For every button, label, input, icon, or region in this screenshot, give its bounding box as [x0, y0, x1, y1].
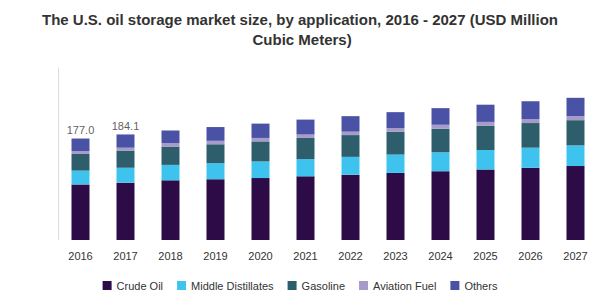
- svg-text:2022: 2022: [338, 250, 362, 262]
- svg-text:Aviation Fuel: Aviation Fuel: [373, 280, 436, 292]
- svg-text:2016: 2016: [68, 250, 92, 262]
- svg-text:Middle Distillates: Middle Distillates: [191, 280, 274, 292]
- svg-text:2020: 2020: [248, 250, 272, 262]
- svg-text:2019: 2019: [203, 250, 227, 262]
- svg-text:2027: 2027: [563, 250, 587, 262]
- svg-text:2023: 2023: [383, 250, 407, 262]
- svg-text:2021: 2021: [293, 250, 317, 262]
- svg-text:2024: 2024: [428, 250, 452, 262]
- svg-text:2026: 2026: [518, 250, 542, 262]
- svg-text:2017: 2017: [113, 250, 137, 262]
- svg-text:2018: 2018: [158, 250, 182, 262]
- svg-text:Crude Oil: Crude Oil: [117, 280, 163, 292]
- svg-text:177.0: 177.0: [67, 124, 95, 136]
- svg-text:Others: Others: [464, 280, 498, 292]
- svg-text:Cubic Meters): Cubic Meters): [248, 31, 351, 48]
- svg-text:The U.S. oil storage market si: The U.S. oil storage market size, by app…: [42, 11, 558, 28]
- svg-text:Gasoline: Gasoline: [302, 280, 345, 292]
- svg-text:2025: 2025: [473, 250, 497, 262]
- svg-text:184.1: 184.1: [112, 120, 140, 132]
